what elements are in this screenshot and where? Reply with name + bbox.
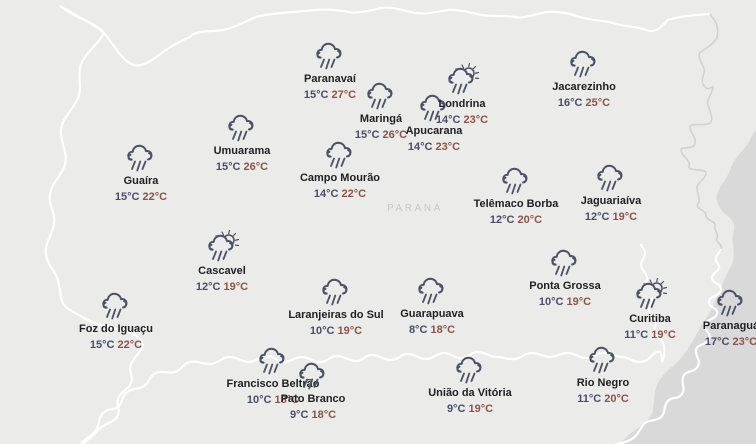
- svg-text:PARANÁ: PARANÁ: [387, 201, 443, 214]
